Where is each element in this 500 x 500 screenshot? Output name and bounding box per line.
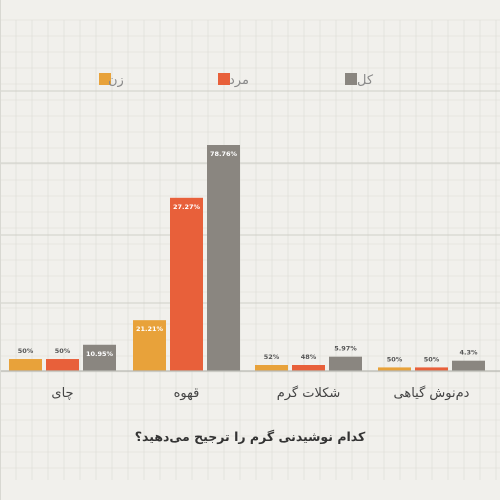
value-labels: 50% 50% 10.95% 21.21% 27.27% 78.76% 52% 48% 5.97… [18,150,478,363]
bars [9,145,485,371]
category-label: قهوه [174,386,200,401]
bar-value-label: 21.21% [136,325,164,333]
bar [378,367,411,371]
bar [292,365,325,371]
legend-swatch [218,73,230,85]
bar-value-label: 10.95% [86,350,114,358]
bar-value-label: 50% [424,355,440,363]
category-label: چای [51,386,73,401]
bar-value-label: 48% [301,353,317,361]
bar [9,359,42,371]
bar [207,145,240,371]
bar-value-label: 5.97% [334,345,357,353]
bar-value-label: 50% [387,355,403,363]
bar-value-label: 4.3% [459,349,478,357]
bar [415,367,448,371]
category-labels: چای قهوه شکلات گرم دم‌نوش گیاهی [51,385,469,401]
bar [83,344,116,371]
legend: زن مرد کل [99,73,374,88]
bar [452,360,485,371]
legend-label: زن [108,73,124,88]
bar-value-label: 50% [18,347,34,355]
bar [133,320,166,371]
bar-value-label: 27.27% [173,203,201,211]
bar-value-label: 52% [264,353,280,361]
legend-swatch [345,73,357,85]
bar [329,356,362,371]
bar [170,197,203,371]
bar [46,359,79,371]
legend-swatch [99,73,111,85]
category-label: دم‌نوش گیاهی [394,385,470,401]
legend-label: کل [357,73,374,88]
chart-title: کدام نوشیدنی گرم را ترجیح می‌دهید؟ [135,429,366,445]
bar-value-label: 50% [55,347,71,355]
bar-value-label: 78.76% [210,150,238,158]
category-label: شکلات گرم [277,385,341,401]
bar [255,365,288,371]
legend-label: مرد [229,73,249,88]
